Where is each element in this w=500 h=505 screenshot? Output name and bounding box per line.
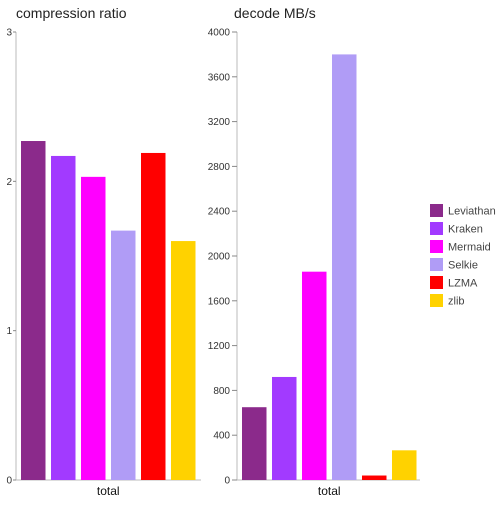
y-tick-label-1-2: 800 bbox=[213, 386, 230, 397]
legend-label-leviathan: Leviathan bbox=[448, 206, 496, 218]
y-tick-label-0-0: 0 bbox=[6, 476, 12, 487]
y-tick-label-0-3: 3 bbox=[6, 28, 12, 39]
y-tick-label-1-6: 2400 bbox=[208, 207, 231, 218]
y-tick-label-1-4: 1600 bbox=[208, 296, 231, 307]
y-tick-label-1-3: 1200 bbox=[208, 341, 231, 352]
chart-title-0: compression ratio bbox=[16, 5, 127, 21]
legend-swatch-leviathan bbox=[430, 204, 443, 217]
bar-1-lzma bbox=[362, 475, 387, 480]
bar-0-selkie bbox=[111, 230, 136, 480]
bar-0-zlib bbox=[171, 241, 196, 480]
bar-1-kraken bbox=[272, 376, 297, 480]
legend-swatch-mermaid bbox=[430, 240, 443, 253]
y-tick-label-1-7: 2800 bbox=[208, 162, 231, 173]
bar-0-lzma bbox=[141, 152, 166, 480]
bar-1-selkie bbox=[332, 54, 357, 481]
y-tick-label-0-1: 1 bbox=[6, 326, 12, 337]
bar-0-mermaid bbox=[81, 176, 106, 480]
legend-swatch-zlib bbox=[430, 294, 443, 307]
legend-swatch-selkie bbox=[430, 258, 443, 271]
bar-1-leviathan bbox=[242, 407, 267, 480]
legend-label-selkie: Selkie bbox=[448, 260, 478, 272]
x-category-label-0: total bbox=[97, 484, 120, 498]
legend-swatch-kraken bbox=[430, 222, 443, 235]
bar-1-zlib bbox=[392, 450, 417, 480]
y-tick-label-1-5: 2000 bbox=[208, 252, 231, 263]
y-tick-label-1-9: 3600 bbox=[208, 72, 231, 83]
legend-label-zlib: zlib bbox=[448, 296, 465, 308]
x-category-label-1: total bbox=[318, 484, 341, 498]
chart-title-1: decode MB/s bbox=[234, 5, 316, 21]
bar-1-mermaid bbox=[302, 271, 327, 480]
legend-label-kraken: Kraken bbox=[448, 224, 483, 236]
y-tick-label-0-2: 2 bbox=[6, 177, 12, 188]
legend-label-lzma: LZMA bbox=[448, 278, 478, 290]
y-tick-label-1-10: 4000 bbox=[208, 28, 231, 39]
bar-0-kraken bbox=[51, 155, 76, 481]
legend-label-mermaid: Mermaid bbox=[448, 242, 491, 254]
y-tick-label-1-0: 0 bbox=[224, 476, 230, 487]
y-tick-label-1-8: 3200 bbox=[208, 117, 231, 128]
legend-swatch-lzma bbox=[430, 276, 443, 289]
bar-0-leviathan bbox=[21, 141, 46, 480]
y-tick-label-1-1: 400 bbox=[213, 431, 230, 442]
